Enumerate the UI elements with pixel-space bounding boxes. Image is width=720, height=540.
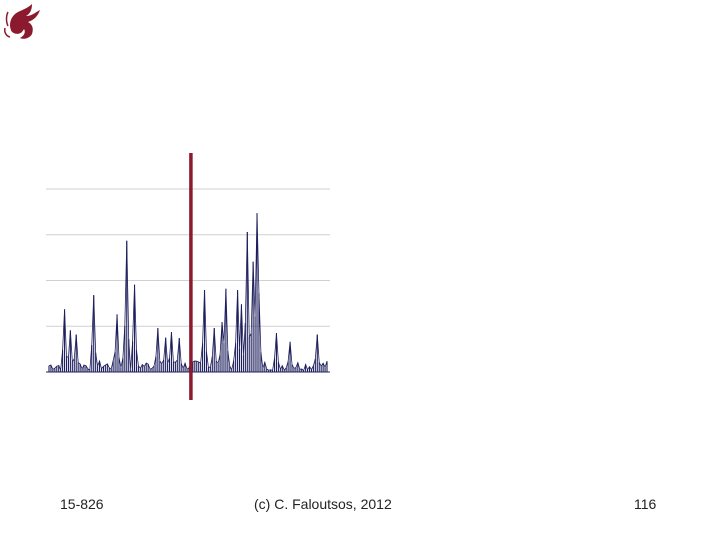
- course-number: 15-826: [60, 496, 104, 512]
- page-number: 116: [634, 496, 657, 512]
- dragon-logo-icon: [4, 4, 40, 39]
- series-line: [48, 213, 328, 372]
- copyright-text: (c) C. Faloutsos, 2012: [254, 496, 392, 512]
